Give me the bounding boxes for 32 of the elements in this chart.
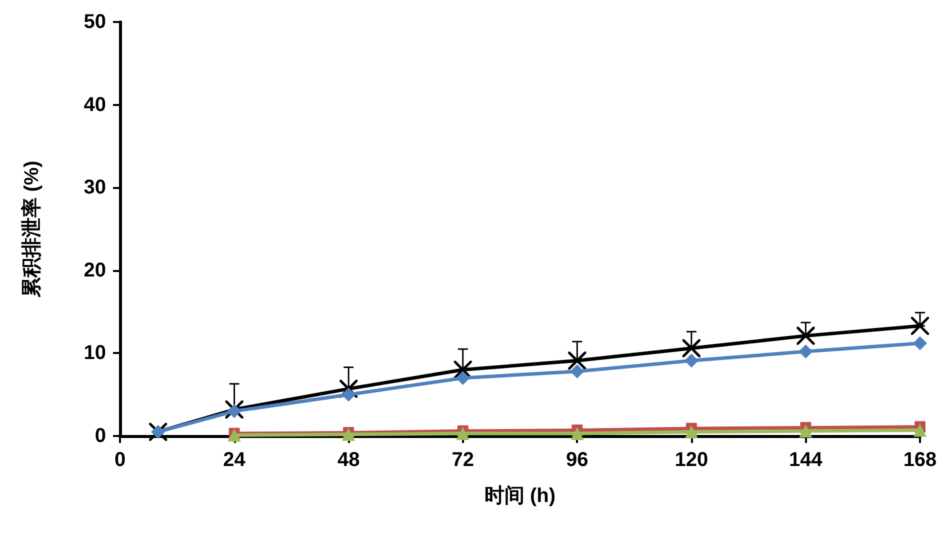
point xyxy=(342,428,356,441)
x-tick-label: 120 xyxy=(674,449,708,471)
x-tick-label: 48 xyxy=(337,449,360,471)
point xyxy=(682,339,700,358)
x-tick-label: 0 xyxy=(114,449,126,471)
x-tick-label: 168 xyxy=(903,449,937,471)
point xyxy=(798,344,813,359)
point xyxy=(684,354,698,368)
y-tick-label: 10 xyxy=(84,342,106,364)
point xyxy=(568,352,586,370)
point xyxy=(796,326,815,345)
y-tick-label: 50 xyxy=(84,11,106,33)
y-tick-label: 20 xyxy=(84,259,106,282)
point xyxy=(684,425,698,438)
point xyxy=(570,364,584,378)
y-tick-label: 30 xyxy=(84,176,106,199)
x-tick-label: 72 xyxy=(452,449,474,471)
point xyxy=(911,316,929,335)
point xyxy=(914,424,926,437)
point xyxy=(228,428,241,442)
point xyxy=(456,371,470,386)
x-tick-label: 144 xyxy=(789,449,824,471)
y-tick-label: 0 xyxy=(94,425,106,447)
x-tick-label: 96 xyxy=(566,449,588,471)
x-axis-title: 时间 (h) xyxy=(484,485,556,507)
x-tick-label: 24 xyxy=(223,449,246,471)
point xyxy=(913,336,927,350)
point xyxy=(799,424,812,438)
y-axis-title: 累积排泄率 (%) xyxy=(20,160,43,298)
point xyxy=(570,427,584,440)
point xyxy=(456,427,470,440)
y-tick-label: 40 xyxy=(84,94,106,116)
